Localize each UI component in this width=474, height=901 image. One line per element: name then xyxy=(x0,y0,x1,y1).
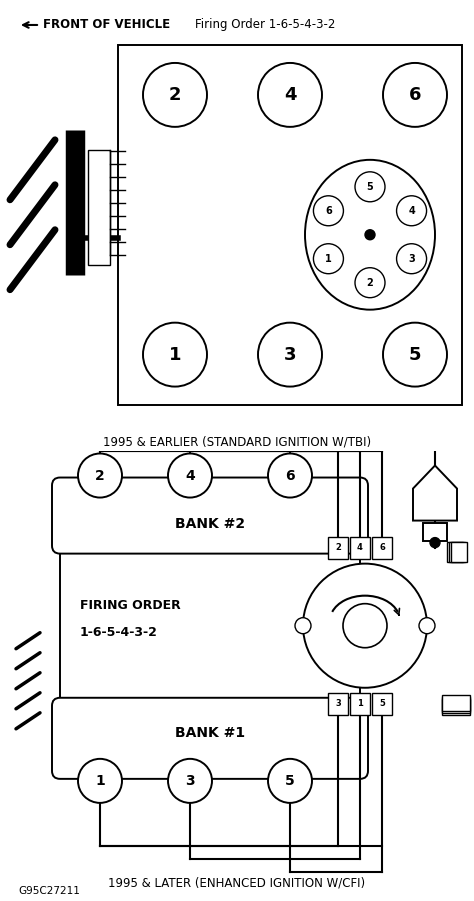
Text: 1: 1 xyxy=(95,774,105,787)
Circle shape xyxy=(168,453,212,497)
Circle shape xyxy=(78,453,122,497)
Text: 2: 2 xyxy=(95,469,105,483)
Bar xyxy=(442,699,470,714)
Text: 5: 5 xyxy=(379,699,385,708)
Bar xyxy=(88,150,110,265)
Circle shape xyxy=(143,63,207,127)
Circle shape xyxy=(143,323,207,387)
Circle shape xyxy=(355,268,385,297)
Text: 1: 1 xyxy=(325,254,332,264)
Circle shape xyxy=(397,196,427,226)
Text: FIRING ORDER: FIRING ORDER xyxy=(80,599,181,612)
Text: 3: 3 xyxy=(335,699,341,708)
Bar xyxy=(372,693,392,714)
Text: 1: 1 xyxy=(357,699,363,708)
Circle shape xyxy=(303,564,427,687)
FancyBboxPatch shape xyxy=(52,478,368,553)
Circle shape xyxy=(258,323,322,387)
Circle shape xyxy=(383,63,447,127)
Text: 6: 6 xyxy=(325,205,332,215)
Circle shape xyxy=(268,759,312,803)
Text: 1: 1 xyxy=(169,346,181,364)
Circle shape xyxy=(313,196,344,226)
Polygon shape xyxy=(413,466,457,521)
Bar xyxy=(447,542,463,561)
Circle shape xyxy=(430,538,440,548)
Bar xyxy=(449,542,465,561)
Circle shape xyxy=(168,759,212,803)
Bar xyxy=(350,693,370,714)
Text: 3: 3 xyxy=(284,346,296,364)
Text: G95C27211: G95C27211 xyxy=(18,886,80,896)
Text: BANK #1: BANK #1 xyxy=(175,726,245,741)
Circle shape xyxy=(419,618,435,633)
Text: 4: 4 xyxy=(185,469,195,483)
Text: 1995 & LATER (ENHANCED IGNITION W/CFI): 1995 & LATER (ENHANCED IGNITION W/CFI) xyxy=(109,877,365,889)
Text: 2: 2 xyxy=(366,278,374,287)
Circle shape xyxy=(397,244,427,274)
Ellipse shape xyxy=(305,159,435,310)
Text: 6: 6 xyxy=(379,543,385,552)
Text: 2: 2 xyxy=(335,543,341,552)
Text: FRONT OF VEHICLE: FRONT OF VEHICLE xyxy=(43,19,170,32)
Circle shape xyxy=(258,63,322,127)
Text: 4: 4 xyxy=(284,86,296,104)
Text: 2: 2 xyxy=(169,86,181,104)
Circle shape xyxy=(78,759,122,803)
Circle shape xyxy=(268,453,312,497)
Bar xyxy=(442,696,470,713)
Text: 3: 3 xyxy=(408,254,415,264)
Text: 3: 3 xyxy=(185,774,195,787)
Bar xyxy=(451,542,467,561)
Text: 5: 5 xyxy=(366,182,374,192)
Bar xyxy=(328,693,348,714)
Text: 5: 5 xyxy=(285,774,295,787)
Text: 6: 6 xyxy=(285,469,295,483)
Bar xyxy=(328,537,348,559)
Circle shape xyxy=(365,230,375,240)
Text: 1-6-5-4-3-2: 1-6-5-4-3-2 xyxy=(80,626,158,639)
Circle shape xyxy=(343,604,387,648)
Bar xyxy=(372,537,392,559)
Text: 4: 4 xyxy=(357,543,363,552)
Text: 4: 4 xyxy=(408,205,415,215)
Bar xyxy=(350,537,370,559)
Text: 1995 & EARLIER (STANDARD IGNITION W/TBI): 1995 & EARLIER (STANDARD IGNITION W/TBI) xyxy=(103,435,371,448)
Circle shape xyxy=(383,323,447,387)
Text: 6: 6 xyxy=(409,86,421,104)
Text: Firing Order 1-6-5-4-3-2: Firing Order 1-6-5-4-3-2 xyxy=(195,19,336,32)
Bar xyxy=(442,695,470,711)
Circle shape xyxy=(313,244,344,274)
Text: BANK #2: BANK #2 xyxy=(175,516,245,531)
FancyBboxPatch shape xyxy=(52,697,368,778)
Circle shape xyxy=(295,618,311,633)
Circle shape xyxy=(355,172,385,202)
Bar xyxy=(423,523,447,541)
Bar xyxy=(118,45,462,405)
Text: 5: 5 xyxy=(409,346,421,364)
